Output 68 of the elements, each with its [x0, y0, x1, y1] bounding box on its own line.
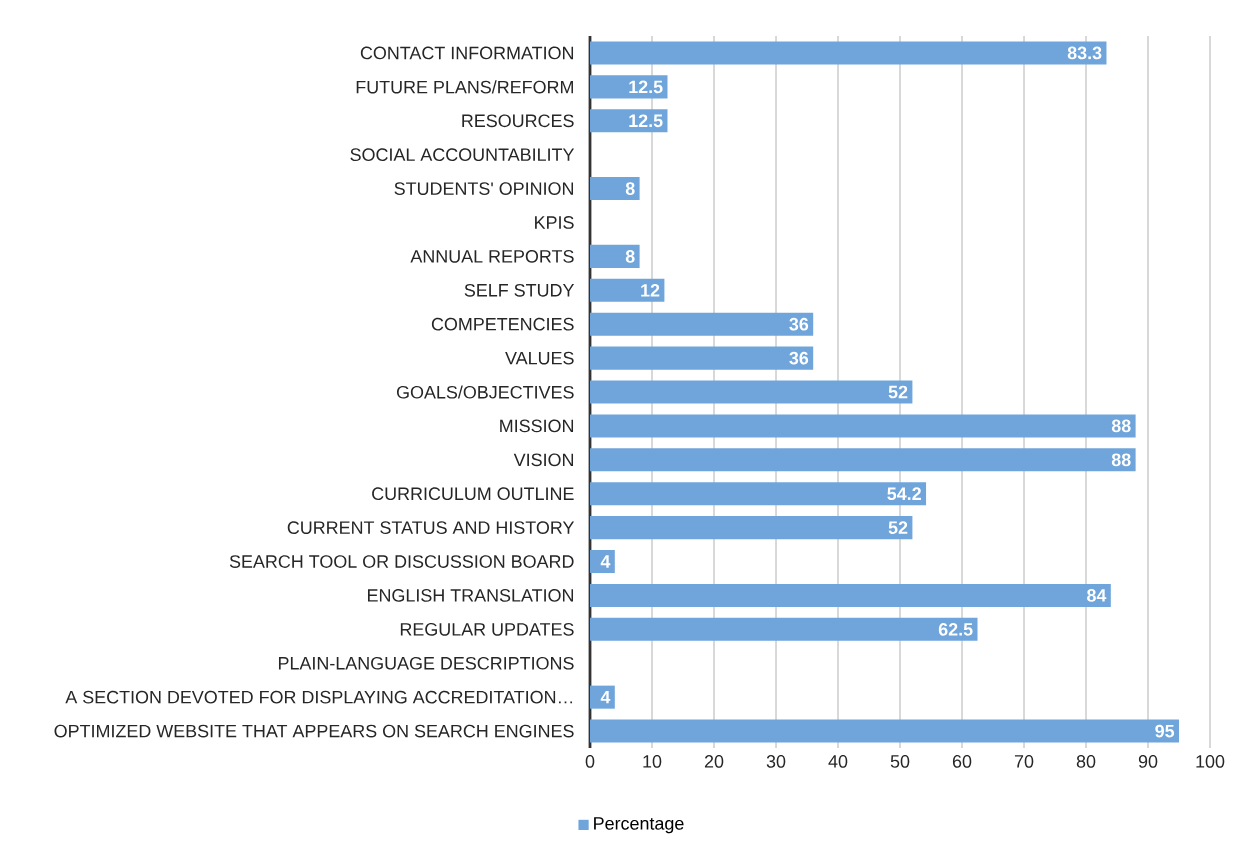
y-tick-label: VISION [513, 453, 574, 467]
data-label: 4 [600, 555, 611, 568]
x-tick-label: 90 [1138, 755, 1158, 768]
bar [590, 516, 913, 540]
data-label: 54.2 [887, 487, 921, 501]
x-tick-label: 70 [1014, 755, 1034, 768]
bar [590, 414, 1136, 438]
x-tick-label: 80 [1076, 755, 1096, 768]
x-tick-label: 50 [890, 755, 910, 768]
bar [590, 278, 665, 302]
y-tick-label: GOALS/OBJECTIVES [396, 385, 574, 399]
y-tick-label: VALUES [505, 351, 574, 365]
legend-label: Percentage [594, 817, 684, 834]
y-tick-label: PLAIN-LANGUAGE DESCRIPTIONS [278, 656, 574, 670]
x-tick-label: 10 [643, 755, 662, 768]
bar [590, 346, 814, 370]
x-tick-label: 0 [585, 755, 595, 768]
data-label: 84 [1087, 589, 1107, 602]
x-tick-label: 100 [1196, 755, 1225, 768]
y-tick-label: A SECTION DEVOTED FOR DISPLAYING ACCREDITATION… [65, 690, 573, 704]
data-label: 36 [789, 351, 809, 365]
y-tick-label: KPIS [535, 216, 574, 229]
data-label: 52 [888, 385, 908, 399]
y-tick-label: CONTACT INFORMATION [360, 46, 574, 60]
bar [590, 75, 668, 99]
x-tick-label: 60 [952, 755, 972, 768]
bar [590, 380, 913, 404]
bar [590, 41, 1107, 65]
bar [590, 617, 978, 641]
data-label: 12.5 [629, 80, 663, 94]
y-tick-label: RESOURCES [462, 114, 574, 128]
y-tick-label: ANNUAL REPORTS [410, 250, 574, 263]
bar [590, 719, 1180, 743]
bar [590, 482, 927, 506]
data-label: 52 [888, 521, 908, 534]
x-tick-label: 20 [704, 755, 724, 768]
data-label: 8 [625, 250, 635, 263]
y-tick-label: CURRICULUM OUTLINE [372, 487, 574, 501]
data-label: 8 [625, 182, 635, 195]
y-tick-label: SOCIAL ACCOUNTABILITY [350, 148, 575, 162]
y-tick-label: CURRENT STATUS AND HISTORY [287, 521, 575, 534]
bar [590, 448, 1136, 472]
y-tick-label: OPTIMIZED WEBSITE THAT APPEARS ON SEARCH ENGINES [54, 724, 574, 738]
data-label: 95 [1155, 724, 1175, 738]
y-tick-label: SELF STUDY [464, 283, 575, 297]
y-tick-label: STUDENTS' OPINION [394, 182, 573, 195]
data-label: 88 [1111, 453, 1131, 467]
data-label: 4 [600, 690, 611, 704]
bar [590, 685, 615, 709]
y-tick-label: MISSION [500, 419, 574, 433]
y-tick-label: COMPETENCIES [431, 317, 574, 331]
bar [590, 312, 814, 336]
bar [590, 583, 1111, 607]
data-label: 62.5 [938, 622, 973, 636]
data-label: 88 [1111, 419, 1131, 433]
x-tick-label: 30 [766, 755, 786, 768]
bar [590, 177, 640, 201]
bar [590, 244, 640, 268]
y-tick-label: SEARCH TOOL OR DISCUSSION BOARD [229, 555, 574, 568]
x-tick-label: 40 [828, 755, 848, 768]
y-tick-label: REGULAR UPDATES [400, 622, 574, 636]
data-label: 83.3 [1067, 46, 1102, 60]
bar [590, 109, 668, 133]
data-label: 12.5 [629, 114, 663, 128]
y-tick-label: FUTURE PLANS/REFORM [356, 80, 573, 94]
data-label: 36 [789, 317, 809, 331]
y-tick-label: ENGLISH TRANSLATION [368, 589, 574, 602]
data-label: 12 [641, 284, 660, 297]
